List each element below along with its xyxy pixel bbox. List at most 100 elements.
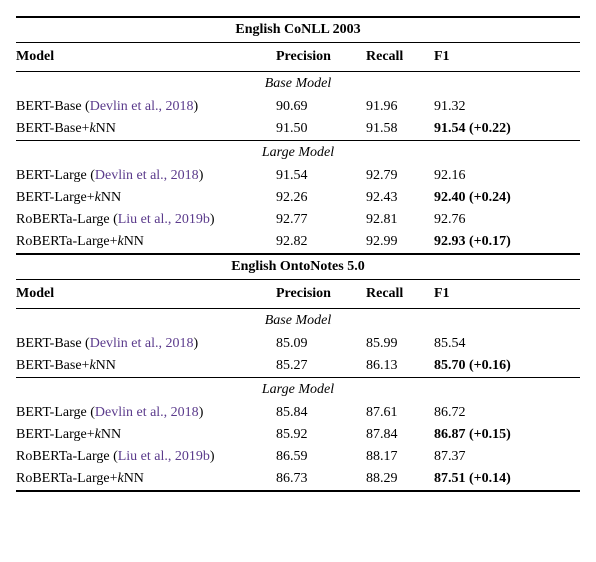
col-header-recall: Recall xyxy=(366,43,434,72)
col-header-f1: F1 xyxy=(434,280,580,309)
precision-cell: 85.09 xyxy=(276,333,366,355)
f1-cell: 87.51 (+0.14) xyxy=(434,468,580,491)
model-prefix: RoBERTa-Large ( xyxy=(16,212,118,227)
f1-cell: 86.72 xyxy=(434,402,580,424)
col-header-model: Model xyxy=(16,43,276,72)
model-cell: BERT-Large (Devlin et al., 2018) xyxy=(16,402,276,424)
model-suffix: ) xyxy=(199,168,204,183)
recall-cell: 92.79 xyxy=(366,165,434,187)
f1-cell: 92.40 (+0.24) xyxy=(434,187,580,209)
model-cell: BERT-Large+kNN xyxy=(16,424,276,446)
f1-cell: 87.37 xyxy=(434,446,580,468)
col-header-precision: Precision xyxy=(276,43,366,72)
citation-link[interactable]: Liu et al., 2019b xyxy=(118,212,210,227)
model-cell: BERT-Base+kNN xyxy=(16,355,276,378)
col-header-precision: Precision xyxy=(276,280,366,309)
model-cell: RoBERTa-Large (Liu et al., 2019b) xyxy=(16,446,276,468)
model-prefix: BERT-Base+ xyxy=(16,358,89,373)
results-table: English CoNLL 2003ModelPrecisionRecallF1… xyxy=(16,16,580,492)
model-prefix: BERT-Large+ xyxy=(16,190,95,205)
model-prefix: RoBERTa-Large ( xyxy=(16,449,118,464)
dataset-title: English OntoNotes 5.0 xyxy=(16,255,580,280)
knn-nn: NN xyxy=(124,234,144,249)
group-label: Large Model xyxy=(16,141,580,165)
model-prefix: BERT-Large ( xyxy=(16,168,95,183)
knn-nn: NN xyxy=(96,358,116,373)
f1-cell: 92.93 (+0.17) xyxy=(434,231,580,254)
model-cell: RoBERTa-Large (Liu et al., 2019b) xyxy=(16,209,276,231)
citation-link[interactable]: Devlin et al., 2018 xyxy=(95,405,199,420)
table-row: BERT-Base (Devlin et al., 2018)85.0985.9… xyxy=(16,333,580,355)
recall-cell: 92.43 xyxy=(366,187,434,209)
f1-cell: 91.54 (+0.22) xyxy=(434,118,580,141)
model-cell: BERT-Large+kNN xyxy=(16,187,276,209)
model-suffix: ) xyxy=(210,449,215,464)
model-prefix: RoBERTa-Large+ xyxy=(16,234,117,249)
table-row: BERT-Large+kNN92.2692.4392.40 (+0.24) xyxy=(16,187,580,209)
col-header-f1: F1 xyxy=(434,43,580,72)
group-label: Base Model xyxy=(16,72,580,96)
model-prefix: BERT-Base ( xyxy=(16,336,90,351)
f1-cell: 92.76 xyxy=(434,209,580,231)
recall-cell: 91.96 xyxy=(366,96,434,118)
col-header-recall: Recall xyxy=(366,280,434,309)
precision-cell: 86.73 xyxy=(276,468,366,491)
model-prefix: BERT-Base+ xyxy=(16,121,89,136)
knn-nn: NN xyxy=(101,427,121,442)
precision-cell: 92.77 xyxy=(276,209,366,231)
f1-cell: 91.32 xyxy=(434,96,580,118)
group-label: Large Model xyxy=(16,378,580,402)
precision-cell: 92.82 xyxy=(276,231,366,254)
knn-nn: NN xyxy=(124,471,144,486)
precision-cell: 85.84 xyxy=(276,402,366,424)
precision-cell: 85.92 xyxy=(276,424,366,446)
precision-cell: 91.54 xyxy=(276,165,366,187)
recall-cell: 87.61 xyxy=(366,402,434,424)
model-prefix: BERT-Base ( xyxy=(16,99,90,114)
f1-cell: 85.70 (+0.16) xyxy=(434,355,580,378)
citation-link[interactable]: Devlin et al., 2018 xyxy=(95,168,199,183)
table-row: RoBERTa-Large+kNN92.8292.9992.93 (+0.17) xyxy=(16,231,580,254)
table-row: BERT-Base (Devlin et al., 2018) 90.6991.9… xyxy=(16,96,580,118)
recall-cell: 87.84 xyxy=(366,424,434,446)
table-row: RoBERTa-Large (Liu et al., 2019b)92.7792… xyxy=(16,209,580,231)
recall-cell: 88.17 xyxy=(366,446,434,468)
model-suffix: ) xyxy=(199,405,204,420)
f1-cell: 86.87 (+0.15) xyxy=(434,424,580,446)
col-header-model: Model xyxy=(16,280,276,309)
precision-cell: 85.27 xyxy=(276,355,366,378)
table-row: RoBERTa-Large (Liu et al., 2019b)86.5988… xyxy=(16,446,580,468)
table-row: RoBERTa-Large+kNN86.7388.2987.51 (+0.14) xyxy=(16,468,580,491)
table-row: BERT-Large+kNN85.9287.8486.87 (+0.15) xyxy=(16,424,580,446)
citation-link[interactable]: Liu et al., 2019b xyxy=(118,449,210,464)
table-row: BERT-Large (Devlin et al., 2018)91.5492.… xyxy=(16,165,580,187)
recall-cell: 92.81 xyxy=(366,209,434,231)
model-prefix: RoBERTa-Large+ xyxy=(16,471,117,486)
f1-cell: 92.16 xyxy=(434,165,580,187)
recall-cell: 85.99 xyxy=(366,333,434,355)
recall-cell: 92.99 xyxy=(366,231,434,254)
recall-cell: 86.13 xyxy=(366,355,434,378)
model-cell: BERT-Large (Devlin et al., 2018) xyxy=(16,165,276,187)
model-cell: BERT-Base (Devlin et al., 2018) xyxy=(16,333,276,355)
f1-cell: 85.54 xyxy=(434,333,580,355)
citation-link[interactable]: Devlin et al., 2018 xyxy=(90,336,194,351)
model-cell: RoBERTa-Large+kNN xyxy=(16,231,276,254)
table-row: BERT-Base+kNN91.5091.5891.54 (+0.22) xyxy=(16,118,580,141)
citation-link[interactable]: Devlin et al., 2018 xyxy=(90,99,194,114)
model-suffix: ) xyxy=(210,212,215,227)
table-row: BERT-Large (Devlin et al., 2018)85.8487.… xyxy=(16,402,580,424)
model-suffix: ) xyxy=(194,99,199,114)
precision-cell: 90.69 xyxy=(276,96,366,118)
knn-nn: NN xyxy=(96,121,116,136)
model-suffix: ) xyxy=(194,336,199,351)
precision-cell: 92.26 xyxy=(276,187,366,209)
precision-cell: 91.50 xyxy=(276,118,366,141)
recall-cell: 88.29 xyxy=(366,468,434,491)
dataset-title: English CoNLL 2003 xyxy=(16,18,580,43)
table-row: BERT-Base+kNN85.2786.1385.70 (+0.16) xyxy=(16,355,580,378)
recall-cell: 91.58 xyxy=(366,118,434,141)
group-label: Base Model xyxy=(16,309,580,333)
model-prefix: BERT-Large ( xyxy=(16,405,95,420)
precision-cell: 86.59 xyxy=(276,446,366,468)
